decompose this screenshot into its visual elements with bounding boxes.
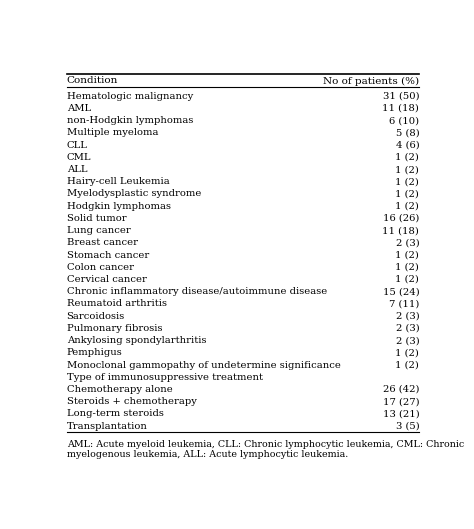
Text: Long-term steroids: Long-term steroids (66, 409, 164, 418)
Text: 16 (26): 16 (26) (383, 214, 419, 223)
Text: Sarcoidosis: Sarcoidosis (66, 312, 125, 321)
Text: Stomach cancer: Stomach cancer (66, 251, 149, 260)
Text: CLL: CLL (66, 141, 88, 150)
Text: 4 (6): 4 (6) (395, 141, 419, 150)
Text: 17 (27): 17 (27) (383, 397, 419, 406)
Text: 1 (2): 1 (2) (395, 251, 419, 260)
Text: AML: AML (66, 104, 91, 113)
Text: Hematologic malignancy: Hematologic malignancy (66, 92, 193, 101)
Text: 2 (3): 2 (3) (395, 239, 419, 248)
Text: 1 (2): 1 (2) (395, 153, 419, 162)
Text: 2 (3): 2 (3) (395, 324, 419, 333)
Text: 1 (2): 1 (2) (395, 177, 419, 186)
Text: 1 (2): 1 (2) (395, 263, 419, 272)
Text: 31 (50): 31 (50) (383, 92, 419, 101)
Text: Monoclonal gammopathy of undetermine significance: Monoclonal gammopathy of undetermine sig… (66, 361, 340, 370)
Text: 11 (18): 11 (18) (383, 104, 419, 113)
Text: Chemotherapy alone: Chemotherapy alone (66, 385, 173, 394)
Text: Reumatoid arthritis: Reumatoid arthritis (66, 299, 166, 308)
Text: 7 (11): 7 (11) (389, 299, 419, 308)
Text: No of patients (%): No of patients (%) (323, 76, 419, 86)
Text: Solid tumor: Solid tumor (66, 214, 126, 223)
Text: Multiple myeloma: Multiple myeloma (66, 129, 158, 138)
Text: 3 (5): 3 (5) (395, 422, 419, 431)
Text: 26 (42): 26 (42) (383, 385, 419, 394)
Text: 2 (3): 2 (3) (395, 312, 419, 321)
Text: non-Hodgkin lymphomas: non-Hodgkin lymphomas (66, 116, 193, 125)
Text: 15 (24): 15 (24) (383, 287, 419, 296)
Text: Lung cancer: Lung cancer (66, 226, 130, 235)
Text: Hodgkin lymphomas: Hodgkin lymphomas (66, 202, 171, 211)
Text: Cervical cancer: Cervical cancer (66, 275, 146, 284)
Text: Breast cancer: Breast cancer (66, 239, 137, 248)
Text: Type of immunosuppressive treatment: Type of immunosuppressive treatment (66, 373, 263, 382)
Text: Pulmonary fibrosis: Pulmonary fibrosis (66, 324, 162, 333)
Text: CML: CML (66, 153, 91, 162)
Text: Myelodysplastic syndrome: Myelodysplastic syndrome (66, 189, 201, 198)
Text: ALL: ALL (66, 165, 87, 174)
Text: Pemphigus: Pemphigus (66, 349, 122, 358)
Text: Hairy-cell Leukemia: Hairy-cell Leukemia (66, 177, 169, 186)
Text: Transplantation: Transplantation (66, 422, 147, 431)
Text: 11 (18): 11 (18) (383, 226, 419, 235)
Text: 1 (2): 1 (2) (395, 189, 419, 198)
Text: Condition: Condition (66, 77, 118, 86)
Text: 13 (21): 13 (21) (383, 409, 419, 418)
Text: 1 (2): 1 (2) (395, 202, 419, 211)
Text: 1 (2): 1 (2) (395, 361, 419, 370)
Text: Ankylosing spondylarthritis: Ankylosing spondylarthritis (66, 336, 206, 345)
Text: Steroids + chemotherapy: Steroids + chemotherapy (66, 397, 196, 406)
Text: AML: Acute myeloid leukemia, CLL: Chronic lymphocytic leukemia, CML: Chronic: AML: Acute myeloid leukemia, CLL: Chroni… (66, 440, 464, 449)
Text: 1 (2): 1 (2) (395, 275, 419, 284)
Text: 6 (10): 6 (10) (389, 116, 419, 125)
Text: 1 (2): 1 (2) (395, 349, 419, 358)
Text: 5 (8): 5 (8) (395, 129, 419, 138)
Text: Colon cancer: Colon cancer (66, 263, 134, 272)
Text: myelogenous leukemia, ALL: Acute lymphocytic leukemia.: myelogenous leukemia, ALL: Acute lymphoc… (66, 450, 348, 459)
Text: 2 (3): 2 (3) (395, 336, 419, 345)
Text: 1 (2): 1 (2) (395, 165, 419, 174)
Text: Chronic inflammatory disease/autoimmune disease: Chronic inflammatory disease/autoimmune … (66, 287, 327, 296)
